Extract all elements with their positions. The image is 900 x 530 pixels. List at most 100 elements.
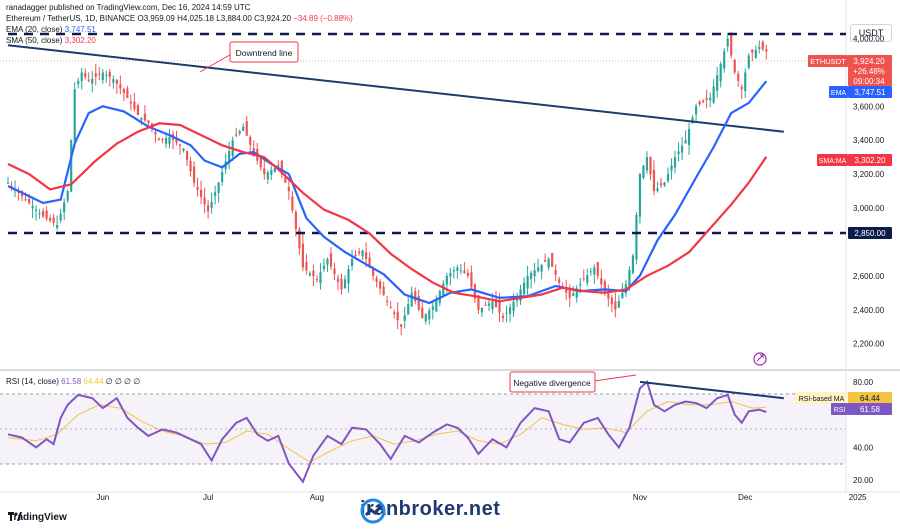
- candle: [586, 268, 589, 287]
- publish-info: ranadagger published on TradingView.com,…: [6, 3, 251, 12]
- candle: [242, 123, 245, 132]
- divergence-line[interactable]: [639, 380, 784, 400]
- candle: [484, 301, 487, 306]
- candle: [228, 141, 231, 170]
- sma-tag-text: SMA:MA: [819, 158, 847, 165]
- candle: [87, 72, 90, 83]
- ethusdt-text: ETHUSDT: [810, 57, 846, 66]
- candle: [631, 253, 634, 275]
- candle: [263, 159, 266, 180]
- rsi-legend[interactable]: RSI (14, close) 61.58 64.44 ∅ ∅ ∅ ∅: [6, 377, 140, 386]
- candle: [98, 67, 101, 81]
- symbol-title: Ethereum / TetherUS, 1D, BINANCE: [6, 14, 136, 23]
- candle: [407, 294, 410, 315]
- downtrend-callout[interactable]: Downtrend line: [199, 41, 299, 73]
- candle: [494, 291, 498, 308]
- ema-line[interactable]: [7, 80, 768, 305]
- ema-legend[interactable]: EMA (20, close) 3,747.51: [6, 25, 96, 34]
- candle: [565, 279, 568, 300]
- candle: [270, 165, 273, 181]
- currency-selector[interactable]: USDT: [850, 24, 892, 42]
- candle: [6, 176, 10, 184]
- candle: [105, 70, 108, 83]
- candle: [315, 275, 319, 283]
- candle: [56, 215, 59, 231]
- candle: [350, 249, 354, 271]
- candle: [673, 150, 677, 174]
- candle: [389, 300, 392, 309]
- rsi-ma-line[interactable]: [7, 400, 767, 463]
- candle: [572, 286, 575, 297]
- candle: [340, 273, 343, 295]
- price-tick-label: 2,200.00: [853, 340, 885, 349]
- candle: [459, 263, 462, 275]
- time-tick-label: Nov: [633, 493, 647, 502]
- candle: [554, 264, 557, 281]
- candle: [94, 63, 97, 86]
- candle: [238, 129, 241, 136]
- candle: [649, 156, 652, 181]
- low-label: L: [216, 14, 221, 23]
- sma-axis-value: 3,302.20: [854, 156, 886, 165]
- sma-legend[interactable]: SMA (50, close) 3,302.20: [6, 36, 96, 45]
- candle: [393, 309, 396, 319]
- candle: [66, 189, 69, 203]
- candle: [726, 32, 729, 52]
- change-text: +26.48%: [853, 67, 885, 76]
- price-tick-label: 3,200.00: [853, 170, 885, 179]
- candle: [677, 142, 680, 162]
- candle: [84, 68, 87, 80]
- candle: [522, 277, 526, 297]
- candle: [582, 269, 585, 282]
- scroll-to-realtime-icon[interactable]: [753, 352, 767, 366]
- watermark-brand: iranbroker.net: [360, 498, 501, 524]
- divergence-callout[interactable]: Negative divergence: [509, 371, 637, 393]
- ema-legend-value: 3,747.51: [64, 25, 96, 34]
- candle: [716, 66, 719, 98]
- brand-text: iranbroker.net: [360, 498, 501, 520]
- candle: [266, 170, 269, 184]
- candle: [31, 196, 34, 219]
- candle: [709, 92, 712, 108]
- candle: [80, 67, 83, 90]
- candle: [652, 160, 656, 196]
- candle: [301, 234, 304, 272]
- candle: [294, 209, 297, 237]
- divergence-label: Negative divergence: [513, 378, 591, 388]
- candle: [322, 258, 326, 272]
- candle: [157, 137, 161, 141]
- candle: [108, 69, 111, 87]
- candle: [235, 127, 238, 138]
- rsi-legend-label: RSI (14, close): [6, 377, 59, 386]
- candle: [192, 161, 196, 187]
- candle: [719, 61, 722, 88]
- candlestick-series: [6, 31, 768, 336]
- high-value: 4,025.18: [182, 14, 214, 23]
- candle: [470, 265, 473, 290]
- candle: [249, 135, 252, 152]
- level-axis-value: 2,850.00: [854, 229, 886, 238]
- candle: [161, 137, 164, 144]
- ema-legend-label: EMA (20, close): [6, 25, 63, 34]
- candle: [91, 70, 94, 93]
- rsi-ma-axis-value: 64.44: [860, 394, 881, 403]
- candle: [10, 181, 13, 192]
- tradingview-logo[interactable]: TradingView: [8, 512, 67, 523]
- candle: [147, 119, 150, 127]
- rsi-line[interactable]: [7, 379, 767, 484]
- sma-line[interactable]: [7, 122, 768, 303]
- candle: [659, 177, 663, 188]
- candle: [519, 284, 522, 305]
- candle: [544, 253, 547, 262]
- candle: [171, 130, 175, 150]
- downtrend-line[interactable]: [7, 44, 784, 133]
- candle: [164, 133, 168, 148]
- rsi-tag-text: RSI: [834, 407, 846, 414]
- candle: [698, 100, 701, 107]
- candle: [463, 261, 466, 275]
- candle: [533, 262, 536, 283]
- candle: [515, 292, 519, 308]
- candle: [217, 181, 220, 203]
- candle: [133, 92, 136, 112]
